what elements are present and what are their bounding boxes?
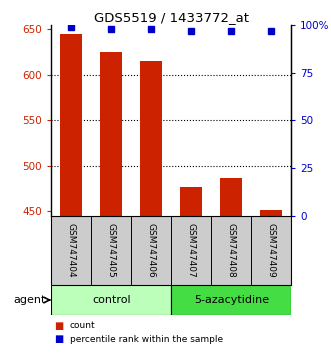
Bar bbox=[140, 61, 162, 216]
Bar bbox=[260, 210, 282, 216]
Text: GSM747406: GSM747406 bbox=[147, 223, 156, 278]
Text: control: control bbox=[92, 295, 131, 305]
Text: ■: ■ bbox=[55, 334, 64, 344]
Text: count: count bbox=[70, 321, 95, 330]
Bar bbox=[51, 285, 171, 315]
Bar bbox=[180, 187, 202, 216]
Text: agent: agent bbox=[13, 295, 45, 305]
Text: percentile rank within the sample: percentile rank within the sample bbox=[70, 335, 223, 344]
Text: 5-azacytidine: 5-azacytidine bbox=[194, 295, 269, 305]
Text: GSM747407: GSM747407 bbox=[187, 223, 196, 278]
Text: ■: ■ bbox=[55, 321, 64, 331]
Text: GSM747405: GSM747405 bbox=[107, 223, 116, 278]
Bar bbox=[171, 285, 291, 315]
Bar bbox=[60, 34, 82, 216]
Title: GDS5519 / 1433772_at: GDS5519 / 1433772_at bbox=[94, 11, 249, 24]
Text: GSM747408: GSM747408 bbox=[227, 223, 236, 278]
Text: GSM747404: GSM747404 bbox=[67, 223, 76, 278]
Text: GSM747409: GSM747409 bbox=[267, 223, 276, 278]
Bar bbox=[100, 52, 122, 216]
Bar bbox=[220, 178, 242, 216]
